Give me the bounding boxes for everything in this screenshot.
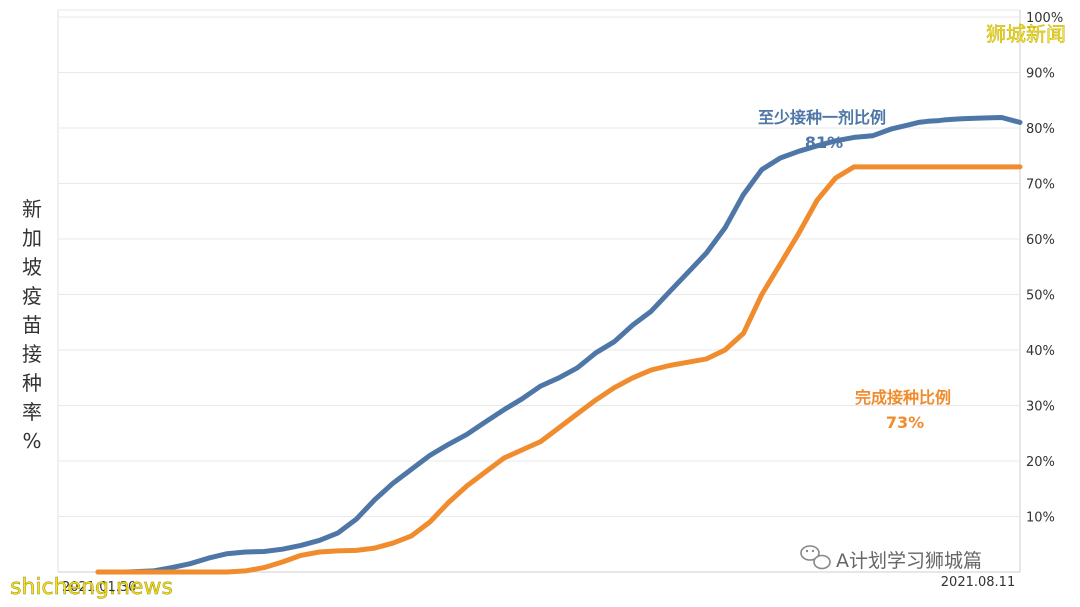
y-axis-label-char: 苗 xyxy=(22,313,42,337)
gridlines xyxy=(58,16,1020,517)
annotation-full-title: 完成接种比例 xyxy=(855,388,951,407)
x-end-date-label: 2021.08.11 xyxy=(941,575,1015,590)
y-tick-label: 80% xyxy=(1026,122,1055,137)
y-axis-label-char: 加 xyxy=(22,226,42,250)
site-watermark: shicheng.news xyxy=(10,575,173,600)
y-tick-label: 50% xyxy=(1026,289,1055,304)
y-axis-label-char: 疫 xyxy=(22,284,42,308)
y-tick-labels: 10% 20% 30% 40% 50% 60% 70% 80% 90% 100% xyxy=(1026,11,1063,526)
y-tick-label: 20% xyxy=(1026,455,1055,470)
annotation-dose1-title: 至少接种一剂比例 xyxy=(758,108,886,127)
y-axis-label-char: 率 xyxy=(22,400,42,424)
y-axis-label-char: 坡 xyxy=(22,255,42,279)
series-line-full xyxy=(95,164,1023,575)
y-tick-label: 30% xyxy=(1026,400,1055,415)
brand-label: 狮城新闻 xyxy=(986,22,1066,46)
wechat-icon xyxy=(800,545,831,570)
y-axis-label-char: 接 xyxy=(22,342,42,366)
annotation-full-value: 73% xyxy=(886,413,924,432)
y-tick-label: 90% xyxy=(1026,67,1055,82)
series-line-dose1 xyxy=(95,115,1023,575)
y-tick-label: 70% xyxy=(1026,178,1055,193)
y-tick-label: 60% xyxy=(1026,233,1055,248)
annotation-dose1-value: 81% xyxy=(805,133,843,152)
y-axis-label-char: 新 xyxy=(22,197,42,221)
y-tick-label: 40% xyxy=(1026,344,1055,359)
y-axis-label-char: % xyxy=(22,429,41,453)
y-tick-label: 10% xyxy=(1026,511,1055,526)
x-start-date-label: 2021.01.30 xyxy=(62,580,136,595)
y-tick-label: 100% xyxy=(1026,11,1063,26)
wechat-account-label: A计划学习狮城篇 xyxy=(836,550,982,572)
y-axis-label-char: 种 xyxy=(22,371,42,395)
